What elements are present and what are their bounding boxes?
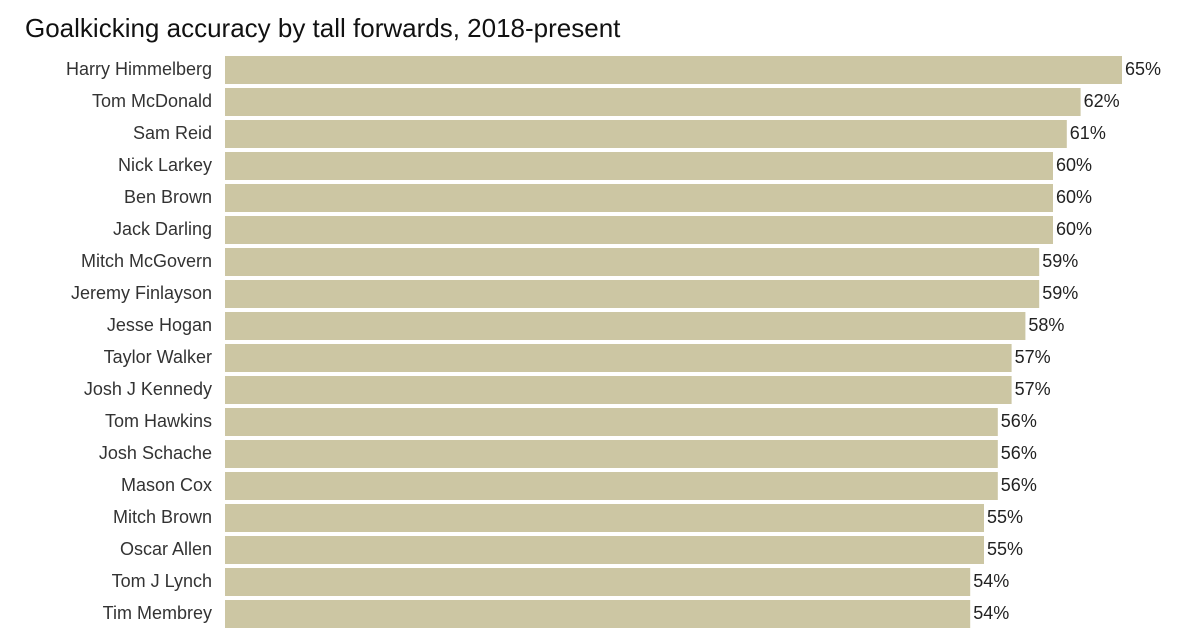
value-label: 56% [1001,443,1037,463]
category-label: Tom Hawkins [105,411,212,431]
category-label: Sam Reid [133,123,212,143]
bar [225,216,1053,244]
category-label: Taylor Walker [104,347,212,367]
bar [225,376,1012,404]
bar [225,504,984,532]
value-label: 58% [1028,315,1064,335]
bar [225,248,1040,276]
value-label: 65% [1125,59,1161,79]
category-label: Jesse Hogan [107,315,212,335]
value-label: 54% [973,603,1009,623]
category-label: Mitch Brown [113,507,212,527]
chart-title: Goalkicking accuracy by tall forwards, 2… [25,13,621,43]
value-label: 60% [1056,219,1092,239]
category-label: Tom J Lynch [112,571,212,591]
value-label: 57% [1015,379,1051,399]
value-label: 62% [1084,91,1120,111]
bar [225,568,971,596]
category-label: Mason Cox [121,475,212,495]
value-label: 61% [1070,123,1106,143]
category-label: Harry Himmelberg [66,59,212,79]
value-label: 60% [1056,187,1092,207]
bar [225,408,998,436]
category-label: Tom McDonald [92,91,212,111]
category-label: Jeremy Finlayson [71,283,212,303]
value-label: 60% [1056,155,1092,175]
value-label: 55% [987,507,1023,527]
category-label: Josh Schache [99,443,212,463]
bar [225,344,1012,372]
category-label: Oscar Allen [120,539,212,559]
bar [225,312,1026,340]
value-label: 56% [1001,411,1037,431]
value-label: 56% [1001,475,1037,495]
bar [225,184,1053,212]
bar [225,56,1122,84]
category-label: Tim Membrey [103,603,212,623]
value-label: 54% [973,571,1009,591]
bar [225,280,1040,308]
bar [225,88,1081,116]
value-label: 59% [1042,251,1078,271]
value-label: 57% [1015,347,1051,367]
value-label: 59% [1042,283,1078,303]
category-label: Mitch McGovern [81,251,212,271]
category-label: Ben Brown [124,187,212,207]
value-label: 55% [987,539,1023,559]
bar [225,600,971,628]
bar [225,536,984,564]
category-label: Jack Darling [113,219,212,239]
category-label: Nick Larkey [118,155,212,175]
bar [225,440,998,468]
category-label: Josh J Kennedy [84,379,212,399]
bar [225,472,998,500]
bar [225,152,1053,180]
bar [225,120,1067,148]
